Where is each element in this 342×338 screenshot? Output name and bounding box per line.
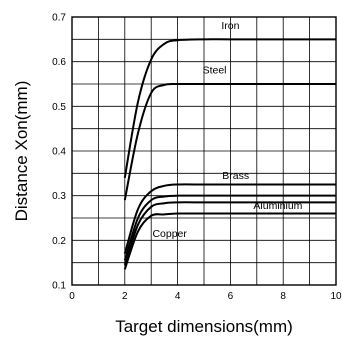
x-axis-title: Target dimensions(mm) bbox=[115, 317, 293, 336]
series-line-steel bbox=[123, 82, 336, 201]
series-layer bbox=[123, 38, 337, 270]
series-labels: Iron Steel Brass Aluminium Copper bbox=[152, 20, 302, 240]
x-tick-label: 4 bbox=[175, 291, 181, 302]
series-label-iron: Iron bbox=[221, 20, 239, 32]
series-line-copper bbox=[123, 212, 337, 270]
x-tick-label: 6 bbox=[228, 291, 234, 302]
x-tick-label: 0 bbox=[69, 291, 75, 302]
y-tick-label: 0.2 bbox=[52, 236, 66, 247]
y-tick-label: 0.4 bbox=[52, 147, 66, 158]
series-label-brass: Brass bbox=[222, 170, 249, 182]
plot-frame bbox=[71, 16, 337, 286]
series-line-unlabeled bbox=[123, 194, 337, 261]
y-tick-label: 0.3 bbox=[52, 191, 66, 202]
x-tick-label: 2 bbox=[122, 291, 128, 302]
x-tick-label: 10 bbox=[330, 291, 342, 302]
series-label-aluminium: Aluminium bbox=[253, 200, 302, 212]
series-label-copper: Copper bbox=[152, 228, 187, 240]
grid-layer bbox=[71, 16, 337, 286]
y-tick-label: 0.1 bbox=[52, 281, 66, 292]
tick-labels: 0 2 4 6 8 10 0.1 0.2 0.3 0.4 0.5 0.6 0.7 bbox=[52, 13, 342, 303]
x-tick-label: 8 bbox=[280, 291, 286, 302]
y-tick-label: 0.6 bbox=[52, 57, 66, 68]
y-tick-label: 0.5 bbox=[52, 102, 66, 113]
series-line-aluminium bbox=[123, 201, 336, 266]
series-line-iron bbox=[123, 38, 336, 178]
series-label-steel: Steel bbox=[203, 65, 227, 77]
y-tick-label: 0.7 bbox=[52, 13, 66, 24]
series-line-brass bbox=[123, 183, 336, 255]
y-axis-title: Distance Xon(mm) bbox=[12, 81, 31, 222]
